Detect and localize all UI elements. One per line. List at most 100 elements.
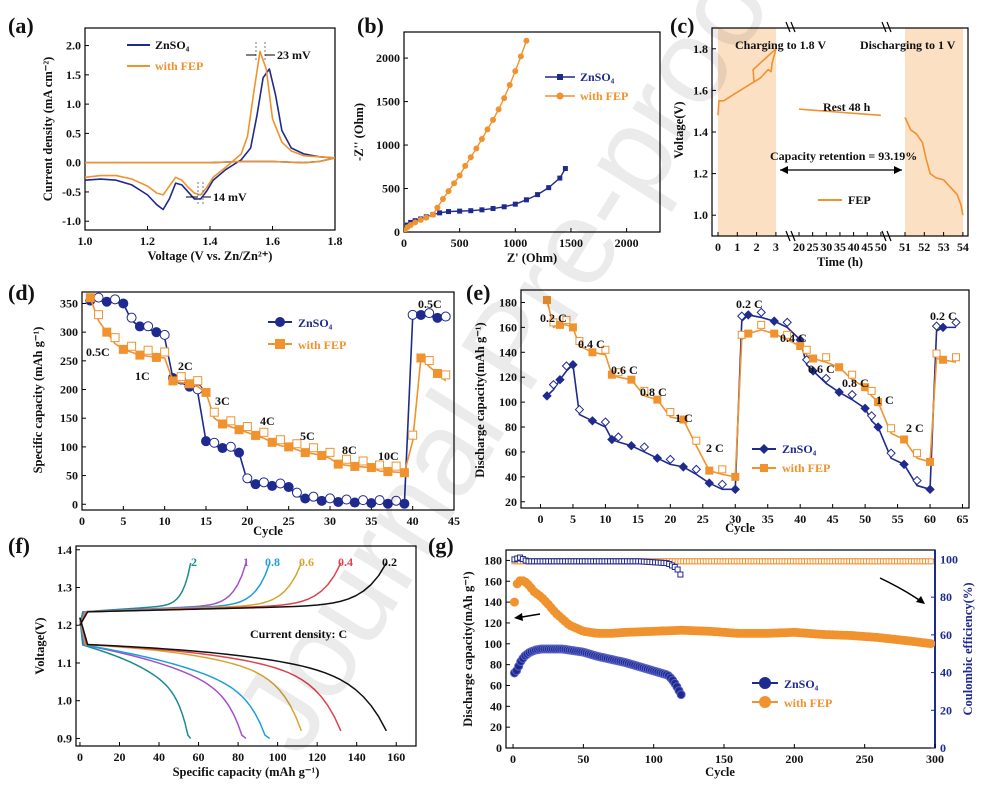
x-tick-label: 250 — [856, 752, 874, 766]
x-axis-label: Z' (Ohm) — [507, 251, 557, 265]
x-tick-label: 25 — [807, 240, 819, 254]
x-tick-label: 20 — [113, 750, 125, 764]
discharge-curve — [79, 617, 388, 732]
eis-point — [434, 204, 441, 211]
eis-point — [457, 208, 463, 214]
legend-swatch-fep — [759, 696, 771, 708]
rate-point — [952, 353, 961, 362]
x-tick-label: 200 — [785, 752, 803, 766]
rate-point — [847, 389, 857, 400]
rate-point — [308, 443, 318, 453]
rate-point — [679, 415, 688, 424]
rate-point — [718, 465, 727, 474]
rate-point — [691, 464, 702, 475]
legend-label: ZnSO₄ — [782, 442, 817, 456]
x-axis-label: Specific capacity (mAh g⁻¹) — [173, 765, 320, 779]
rate-point — [201, 436, 211, 447]
eis-point — [501, 204, 507, 210]
rate-point — [886, 448, 896, 458]
panel-g: (g) 0 50 100 150 200 250 300020406080100120140… — [428, 533, 975, 779]
rate-point — [574, 404, 585, 415]
x-tick-label: 30 — [729, 512, 741, 526]
rate-point — [626, 441, 637, 451]
legend-swatch-znso4 — [759, 677, 771, 689]
x-tick-label: 45 — [861, 240, 873, 254]
x-tick-label: 45 — [827, 512, 839, 526]
y-tick-label: 0 — [940, 741, 946, 755]
rate-point — [209, 437, 220, 448]
y-tick-label: 1.4 — [57, 543, 72, 557]
y-tick-label: 20 — [940, 703, 952, 717]
x-tick-label: 1 — [734, 240, 740, 254]
rate-point — [783, 330, 792, 339]
peak-annotation-14mv: 14 mV — [186, 182, 247, 204]
rate-point — [809, 354, 818, 363]
legend-swatch-fep — [275, 339, 285, 349]
eis-point — [495, 106, 502, 113]
rate-label: 1 C — [675, 411, 693, 425]
y-tick-label: 100 — [940, 552, 958, 566]
y2-axis-label: Coulombic efficiency(%) — [961, 583, 975, 716]
legend-label: with FEP — [784, 696, 832, 710]
y-tick-label: 20 — [490, 720, 502, 734]
eis-point — [412, 219, 419, 226]
curve-label: 0.4 — [338, 555, 353, 569]
x-tick-label: 54 — [957, 240, 969, 254]
legend-swatch-fep — [760, 464, 768, 472]
y-tick-label: 1.0 — [57, 694, 72, 708]
rate-point — [730, 484, 740, 495]
x-tick-label: 40 — [153, 750, 165, 764]
legend-title: Current density: C — [250, 627, 347, 641]
rate-point — [193, 376, 203, 386]
panel-b: (b) 0 500 1000 1500 2000 0 500 1000 1500 2000 ZnS… — [352, 13, 661, 265]
rate-point — [127, 341, 137, 351]
rate-point — [575, 337, 584, 346]
y-tick-label: 160 — [499, 320, 517, 334]
watermark: Journal Pre-proof — [208, 0, 813, 774]
ce-point — [927, 558, 934, 565]
x-tick-label: 1500 — [559, 236, 583, 250]
legend-label: FEP — [848, 193, 871, 207]
rate-point — [899, 459, 909, 470]
rate-point — [151, 327, 162, 338]
rate-point — [782, 317, 792, 328]
legend-label: ZnSO₄ — [298, 316, 333, 330]
y-tick-label: 80 — [505, 420, 517, 434]
rate-point — [258, 477, 269, 488]
rate-point — [440, 311, 451, 322]
x-tick-label: 50 — [577, 752, 589, 766]
rate-point — [737, 330, 746, 339]
y-tick-label: 140 — [499, 345, 517, 359]
rate-point — [291, 487, 302, 498]
x-tick-label: 20 — [241, 514, 253, 528]
y-tick-label: 1.2 — [693, 167, 708, 181]
eis-point — [456, 172, 463, 179]
rate-label: 10C — [378, 449, 399, 463]
voltage-curve-2 — [904, 117, 964, 216]
x-axis-label: Cycle — [725, 521, 755, 535]
x-tick-label: 150 — [715, 752, 733, 766]
panel-label: (a) — [8, 13, 34, 38]
rate-point — [613, 432, 624, 442]
y-tick-label: 2000 — [376, 51, 400, 65]
y-tick-label: 100 — [499, 395, 517, 409]
x-tick-label: 15 — [200, 514, 212, 528]
y-tick-label: 0.0 — [66, 156, 81, 170]
rate-label: 4C — [260, 414, 275, 428]
y-tick-label: 140 — [484, 595, 502, 609]
rate-point — [607, 434, 617, 445]
x-tick-label: 0 — [537, 512, 543, 526]
panel-label: (g) — [428, 533, 454, 558]
x-tick-label: 0 — [715, 240, 721, 254]
rate-point — [358, 456, 368, 466]
eis-point — [523, 37, 530, 44]
y-tick-label: 0.9 — [57, 731, 72, 745]
rate-point — [159, 329, 170, 340]
rate-point — [300, 493, 311, 504]
capacity-point — [509, 597, 519, 607]
rate-point — [225, 441, 236, 452]
right-axis-arrow — [879, 577, 923, 603]
rate-point — [588, 348, 597, 357]
x-tick-label: 100 — [269, 750, 287, 764]
rate-point — [176, 372, 186, 382]
